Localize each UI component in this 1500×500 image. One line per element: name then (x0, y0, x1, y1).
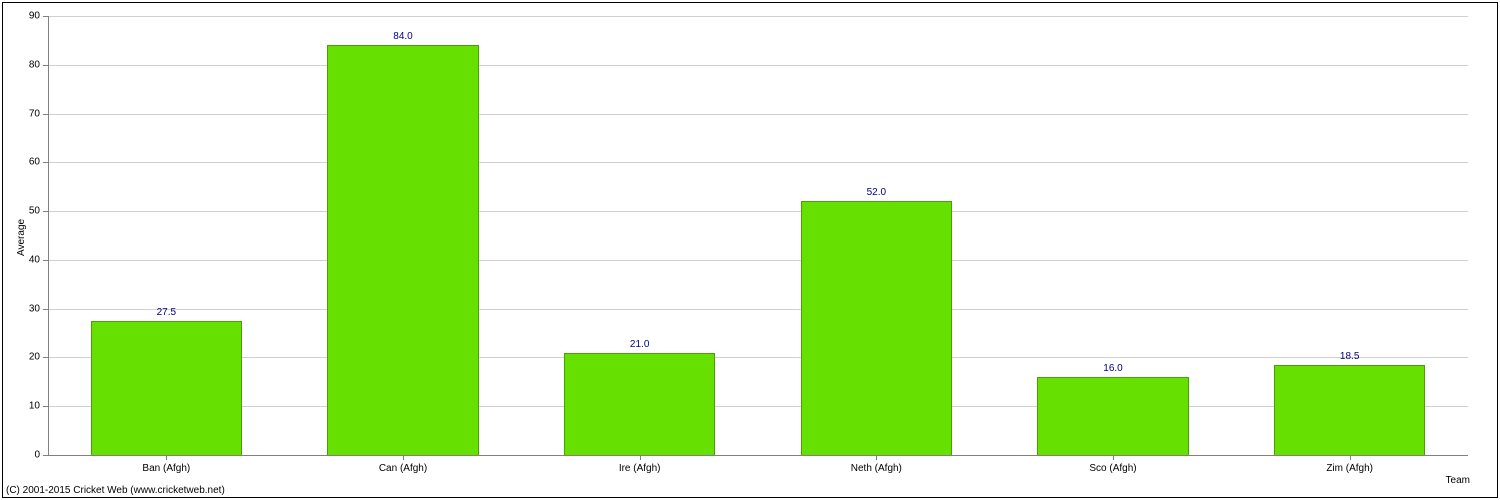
x-tick-label: Sco (Afgh) (1089, 463, 1136, 474)
gridline (48, 406, 1468, 407)
bar (91, 321, 242, 455)
y-tick-label: 10 (20, 401, 40, 412)
bar-value-label: 84.0 (393, 31, 412, 42)
y-tick-label: 70 (20, 108, 40, 119)
bar (564, 353, 715, 455)
y-tick-label: 50 (20, 206, 40, 217)
y-tick-label: 90 (20, 11, 40, 22)
y-tick-label: 80 (20, 59, 40, 70)
x-axis (48, 455, 1468, 456)
gridline (48, 162, 1468, 163)
bar-value-label: 16.0 (1103, 363, 1122, 374)
x-axis-title: Team (1446, 475, 1470, 486)
gridline (48, 114, 1468, 115)
bar (1274, 365, 1425, 455)
y-tick-label: 30 (20, 303, 40, 314)
chart-container: 0 10 20 30 40 50 60 70 80 90 27.5 Ban (Afgh) 84.0 Can… (0, 0, 1500, 500)
gridline (48, 309, 1468, 310)
y-tick-label: 40 (20, 254, 40, 265)
x-tick-label: Can (Afgh) (379, 463, 427, 474)
gridline (48, 16, 1468, 17)
bar-value-label: 18.5 (1340, 351, 1359, 362)
x-tick-label: Neth (Afgh) (851, 463, 902, 474)
bar (1037, 377, 1188, 455)
bar (801, 201, 952, 455)
gridline (48, 65, 1468, 66)
y-axis (48, 16, 49, 455)
gridline (48, 260, 1468, 261)
gridline (48, 357, 1468, 358)
y-tick-label: 60 (20, 157, 40, 168)
y-axis-title: Average (16, 218, 27, 255)
x-tick-label: Ban (Afgh) (142, 463, 190, 474)
bar (327, 45, 478, 455)
gridline (48, 211, 1468, 212)
bar-value-label: 52.0 (867, 187, 886, 198)
bar-value-label: 21.0 (630, 339, 649, 350)
bar-value-label: 27.5 (157, 307, 176, 318)
y-tick-label: 0 (20, 450, 40, 461)
copyright-text: (C) 2001-2015 Cricket Web (www.cricketwe… (6, 485, 225, 496)
x-tick-label: Ire (Afgh) (619, 463, 661, 474)
x-tick-label: Zim (Afgh) (1326, 463, 1373, 474)
y-tick-label: 20 (20, 352, 40, 363)
